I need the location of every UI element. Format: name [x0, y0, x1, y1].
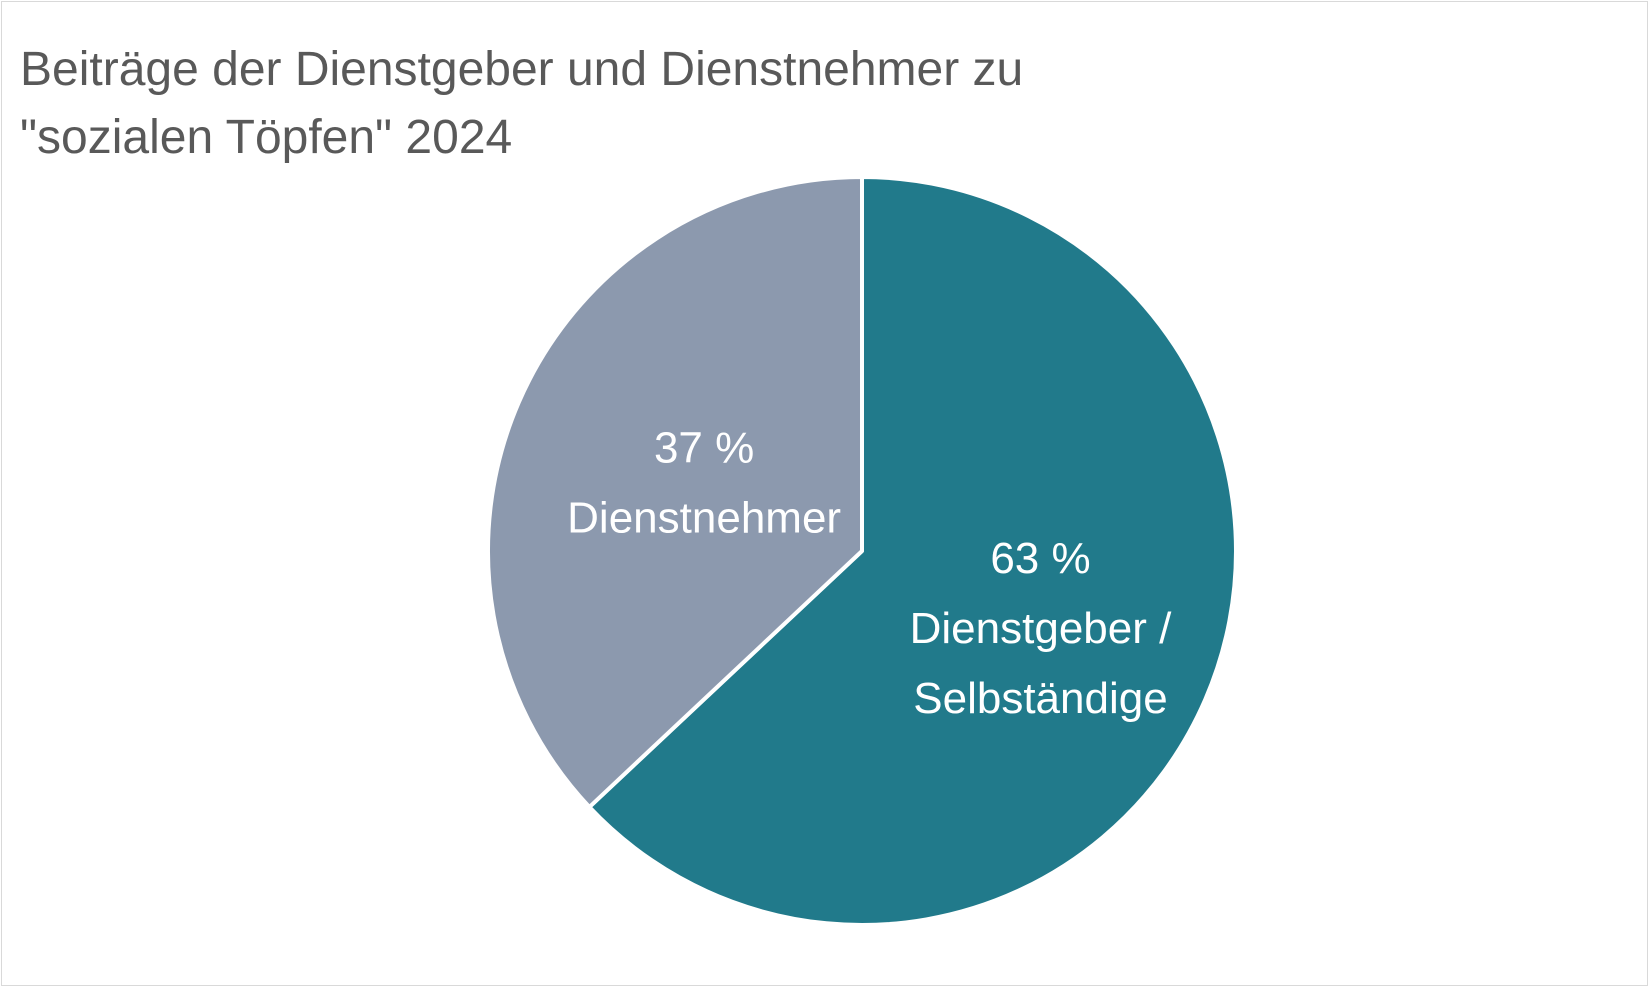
- pie-slice-label-2-line-2: Dienstnehmer: [567, 494, 841, 543]
- chart-title: Beiträge der Dienstgeber und Dienstnehme…: [20, 36, 1320, 172]
- pie-slice-label-2-line-1: 37 %: [654, 424, 754, 473]
- chart-title-line-1: Beiträge der Dienstgeber und Dienstnehme…: [20, 43, 1024, 96]
- pie-slice-label-1: 63 % Dienstgeber / Selbständige: [910, 534, 1172, 723]
- pie-slice-1: [587, 175, 1238, 927]
- pie-slice-label-2: 37 % Dienstnehmer: [567, 424, 841, 543]
- chart-title-line-2: "sozialen Töpfen" 2024: [20, 111, 513, 164]
- pie-slice-label-1-line-1: 63 %: [990, 534, 1090, 583]
- pie-slice-label-1-line-3: Selbständige: [913, 674, 1167, 723]
- pie-slice-label-1-line-2: Dienstgeber /: [910, 604, 1172, 653]
- pie-slice-2: [486, 175, 864, 810]
